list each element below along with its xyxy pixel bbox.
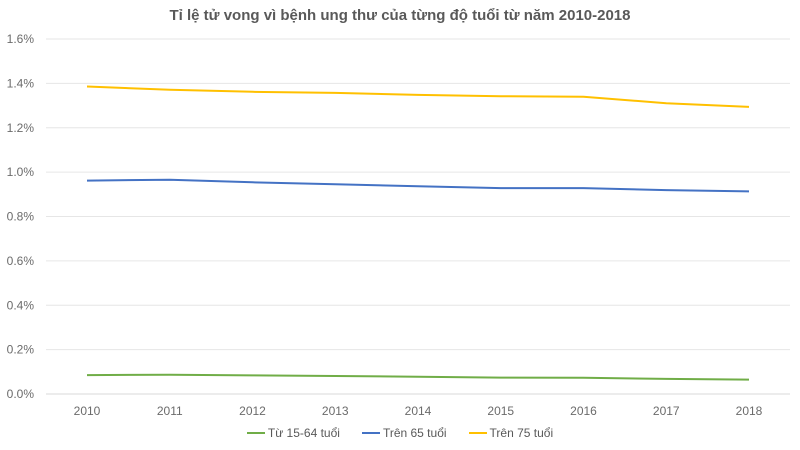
y-tick-label: 0.6% <box>7 254 35 268</box>
y-axis-labels: 0.0% 0.2% 0.4% 0.6% 0.8% 1.0% 1.2% 1.4% 1.6% <box>7 32 35 401</box>
legend-item-65: Trên 65 tuổi <box>361 426 447 440</box>
y-tick-label: 0.2% <box>7 343 35 357</box>
y-tick-label: 0.4% <box>7 298 35 312</box>
x-tick-label: 2014 <box>405 404 432 418</box>
y-tick-label: 1.6% <box>7 32 35 46</box>
chart-title: Tỉ lệ tử vong vì bệnh ung thư của từng đ… <box>169 7 631 24</box>
x-tick-label: 2017 <box>653 404 680 418</box>
x-tick-label: 2013 <box>322 404 349 418</box>
y-tick-label: 1.2% <box>7 121 35 135</box>
x-tick-label: 2016 <box>570 404 597 418</box>
x-axis-labels: 2010 2011 2012 2013 2014 2015 2016 2017 2018 <box>74 404 763 418</box>
legend-swatch-green <box>246 432 265 434</box>
y-tick-label: 1.0% <box>7 165 35 179</box>
x-tick-label: 2015 <box>487 404 514 418</box>
legend-label: Trên 65 tuổi <box>382 426 447 440</box>
x-tick-label: 2012 <box>239 404 266 418</box>
legend-label: Trên 75 tuổi <box>489 426 554 440</box>
legend-swatch-blue <box>361 432 380 434</box>
legend-label: Từ 15-64 tuổi <box>267 426 340 440</box>
legend-item-15-64: Từ 15-64 tuổi <box>246 426 340 440</box>
legend-item-75: Trên 75 tuổi <box>468 426 554 440</box>
data-lines <box>86 85 750 381</box>
legend-swatch-yellow <box>468 432 487 434</box>
x-tick-label: 2011 <box>157 404 183 418</box>
gridlines <box>46 38 790 395</box>
series-line-1 <box>86 178 750 193</box>
y-tick-label: 1.4% <box>7 76 35 90</box>
x-tick-label: 2010 <box>74 404 101 418</box>
y-tick-label: 0.0% <box>7 387 35 401</box>
series-line-2 <box>86 85 750 108</box>
y-tick-label: 0.8% <box>7 210 35 224</box>
series-line-0 <box>86 373 750 381</box>
legend: Từ 15-64 tuổi Trên 65 tuổi Trên 75 tuổi <box>0 426 800 440</box>
x-tick-label: 2018 <box>736 404 763 418</box>
